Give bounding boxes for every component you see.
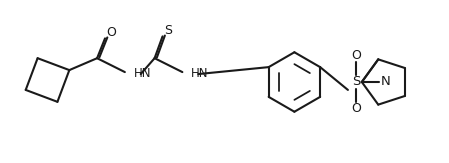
Text: HN: HN — [134, 67, 151, 80]
Text: S: S — [352, 75, 360, 89]
Text: N: N — [381, 75, 391, 89]
Text: O: O — [351, 102, 361, 115]
Text: S: S — [164, 24, 172, 37]
Text: HN: HN — [191, 67, 209, 80]
Text: O: O — [106, 26, 116, 39]
Text: O: O — [351, 49, 361, 62]
